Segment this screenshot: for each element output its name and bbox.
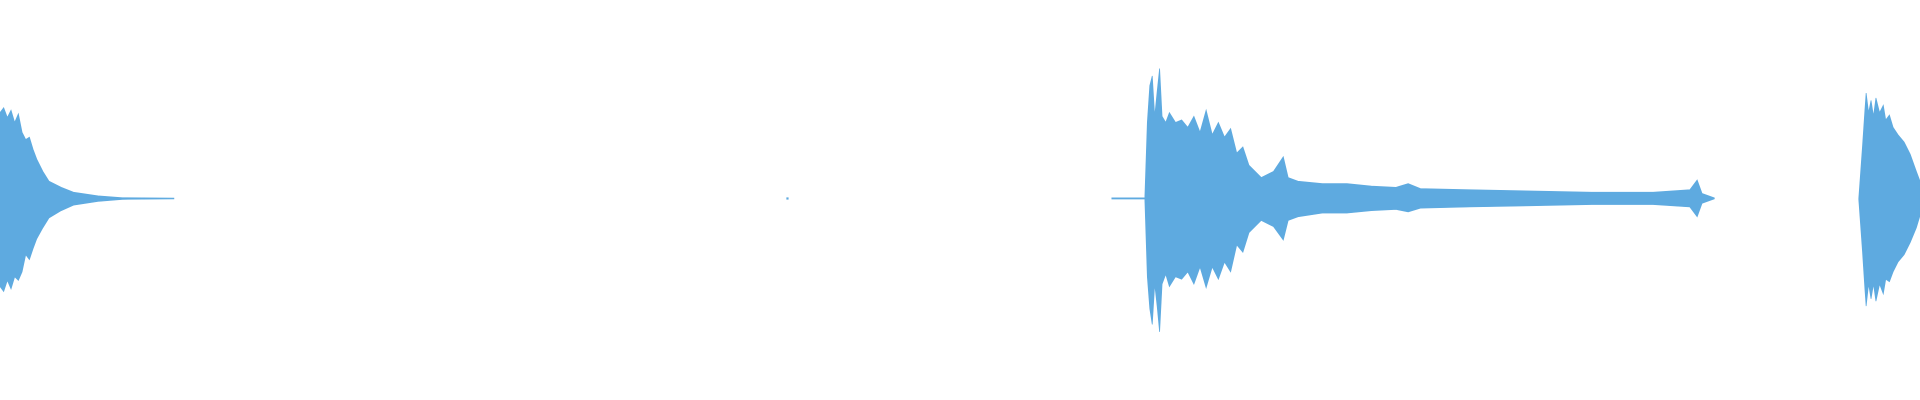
waveform-clip bbox=[1144, 68, 1715, 332]
waveform bbox=[0, 68, 1920, 332]
waveform-clip bbox=[0, 106, 175, 293]
waveform-clip bbox=[1858, 93, 1920, 307]
waveform-lead-in bbox=[1111, 197, 1146, 200]
waveform-blip bbox=[786, 197, 789, 200]
